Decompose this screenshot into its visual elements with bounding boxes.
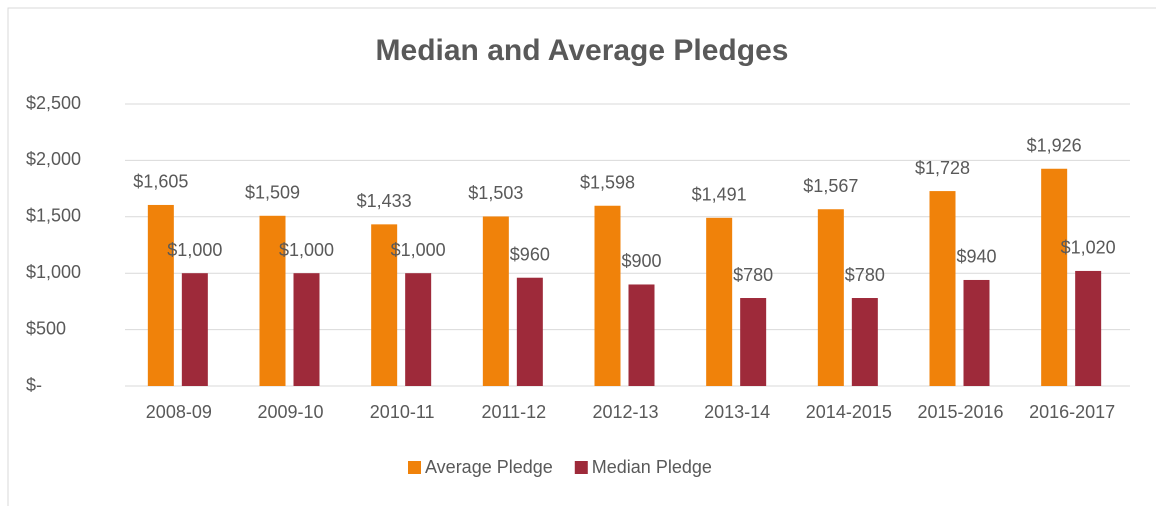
- data-label: $940: [956, 247, 996, 267]
- data-label: $1,000: [279, 240, 334, 260]
- bar: [259, 215, 286, 386]
- bar: [405, 273, 432, 386]
- bar: [594, 205, 621, 386]
- data-label: $780: [845, 265, 885, 285]
- bar: [740, 298, 767, 386]
- legend-label: Average Pledge: [425, 457, 553, 477]
- x-tick-label: 2015-2016: [917, 402, 1003, 422]
- bar: [929, 191, 956, 386]
- legend-swatch: [408, 461, 421, 474]
- bar: [181, 273, 208, 386]
- data-label: $1,433: [357, 191, 412, 211]
- y-tick-label: $2,500: [26, 93, 81, 113]
- bar: [963, 279, 990, 386]
- data-label: $960: [510, 244, 550, 264]
- x-tick-label: 2010-11: [370, 402, 435, 422]
- data-label: $1,020: [1061, 238, 1116, 258]
- x-tick-label: 2014-2015: [806, 402, 892, 422]
- data-label: $1,509: [245, 183, 300, 203]
- y-tick-label: $-: [26, 375, 42, 395]
- data-label: $1,000: [391, 240, 446, 260]
- y-tick-label: $2,000: [26, 149, 81, 169]
- bar: [147, 204, 174, 386]
- chart-title: Median and Average Pledges: [376, 34, 789, 67]
- data-label: $1,598: [580, 172, 635, 192]
- x-tick-label: 2013-14: [704, 402, 770, 422]
- data-label: $900: [621, 251, 661, 271]
- data-label: $1,491: [692, 185, 747, 205]
- chart-frame: [7, 7, 1156, 506]
- data-label: $780: [733, 265, 773, 285]
- data-label: $1,000: [167, 240, 222, 260]
- data-label: $1,728: [915, 158, 970, 178]
- data-label: $1,605: [133, 172, 188, 192]
- legend-label: Median Pledge: [592, 457, 712, 477]
- x-tick-label: 2016-2017: [1029, 402, 1115, 422]
- y-tick-label: $500: [26, 318, 66, 338]
- y-tick-label: $1,500: [26, 206, 81, 226]
- bar: [851, 298, 878, 386]
- legend-swatch: [574, 461, 588, 474]
- data-label: $1,503: [468, 183, 523, 203]
- bar: [1041, 168, 1068, 386]
- x-tick-label: 2012-13: [592, 402, 658, 422]
- bar: [1075, 270, 1102, 386]
- bar: [817, 209, 844, 386]
- x-tick-label: 2011-12: [481, 402, 546, 422]
- bar: [516, 277, 543, 386]
- x-tick-label: 2008-09: [146, 402, 212, 422]
- bar: [706, 217, 733, 386]
- x-tick-label: 2009-10: [257, 402, 323, 422]
- data-label: $1,567: [803, 176, 858, 196]
- data-label: $1,926: [1027, 135, 1082, 155]
- y-tick-label: $1,000: [26, 262, 81, 282]
- bar: [482, 216, 509, 386]
- bar: [293, 273, 320, 386]
- bar: [371, 224, 398, 386]
- bar: [628, 284, 655, 386]
